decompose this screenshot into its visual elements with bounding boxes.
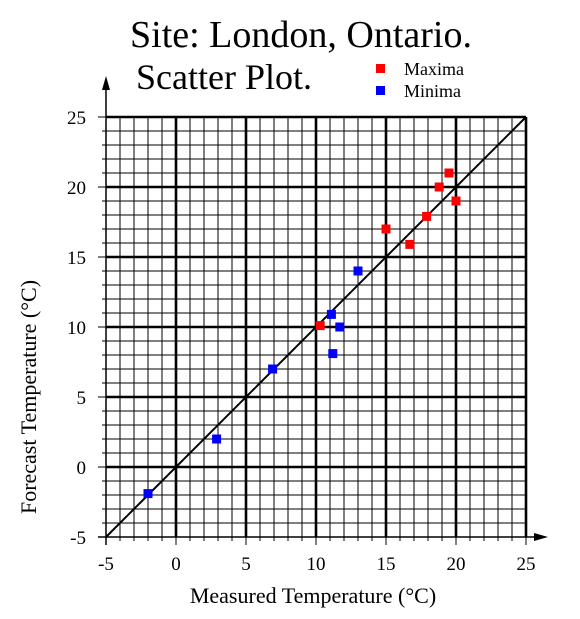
- y-tick-label: 10: [67, 318, 86, 339]
- y-tick-label: -5: [70, 528, 86, 549]
- x-tick-label: 20: [447, 554, 466, 575]
- x-tick-label: -5: [98, 554, 114, 575]
- axis-ticks: -5 0 5 10 15 20 25 -5 0 5 10 15 20 25: [67, 108, 536, 575]
- y-tick-label: 15: [67, 248, 86, 269]
- x-tick-label: 0: [171, 554, 181, 575]
- maxima-point: [444, 168, 454, 178]
- maxima-point: [315, 321, 325, 331]
- y-tick-label: 5: [77, 388, 87, 409]
- y-tick-label: 20: [67, 178, 86, 199]
- minima-point: [335, 322, 345, 332]
- minima-point: [212, 434, 222, 444]
- minima-legend-label: Minima: [404, 81, 461, 101]
- chart-title: Site: London, Ontario.: [130, 14, 472, 56]
- maxima-legend-label: Maxima: [404, 59, 464, 79]
- x-tick-label: 5: [241, 554, 251, 575]
- maxima-point: [434, 182, 444, 192]
- axes: [98, 76, 548, 545]
- minima-legend-swatch: [376, 86, 385, 95]
- maxima-point: [405, 239, 415, 249]
- x-axis-arrow: [534, 533, 548, 541]
- x-tick-label: 15: [377, 554, 396, 575]
- y-axis-label: Forecast Temperature (°C): [16, 280, 41, 514]
- y-tick-label: 25: [67, 108, 86, 129]
- minima-point: [328, 349, 338, 359]
- y-axis-arrow: [102, 76, 110, 90]
- x-tick-label: 25: [517, 554, 536, 575]
- maxima-legend-swatch: [376, 64, 385, 73]
- y-tick-label: 0: [77, 458, 87, 479]
- minima-point: [326, 309, 336, 319]
- maxima-point: [451, 196, 461, 206]
- data-points: [143, 168, 461, 499]
- minima-point: [353, 266, 363, 276]
- maxima-point: [422, 211, 432, 221]
- x-tick-label: 10: [307, 554, 326, 575]
- minima-point: [268, 364, 278, 374]
- x-axis-label: Measured Temperature (°C): [190, 583, 436, 608]
- chart-subtitle: Scatter Plot.: [136, 57, 312, 97]
- minima-point: [143, 489, 153, 499]
- maxima-point: [381, 224, 391, 234]
